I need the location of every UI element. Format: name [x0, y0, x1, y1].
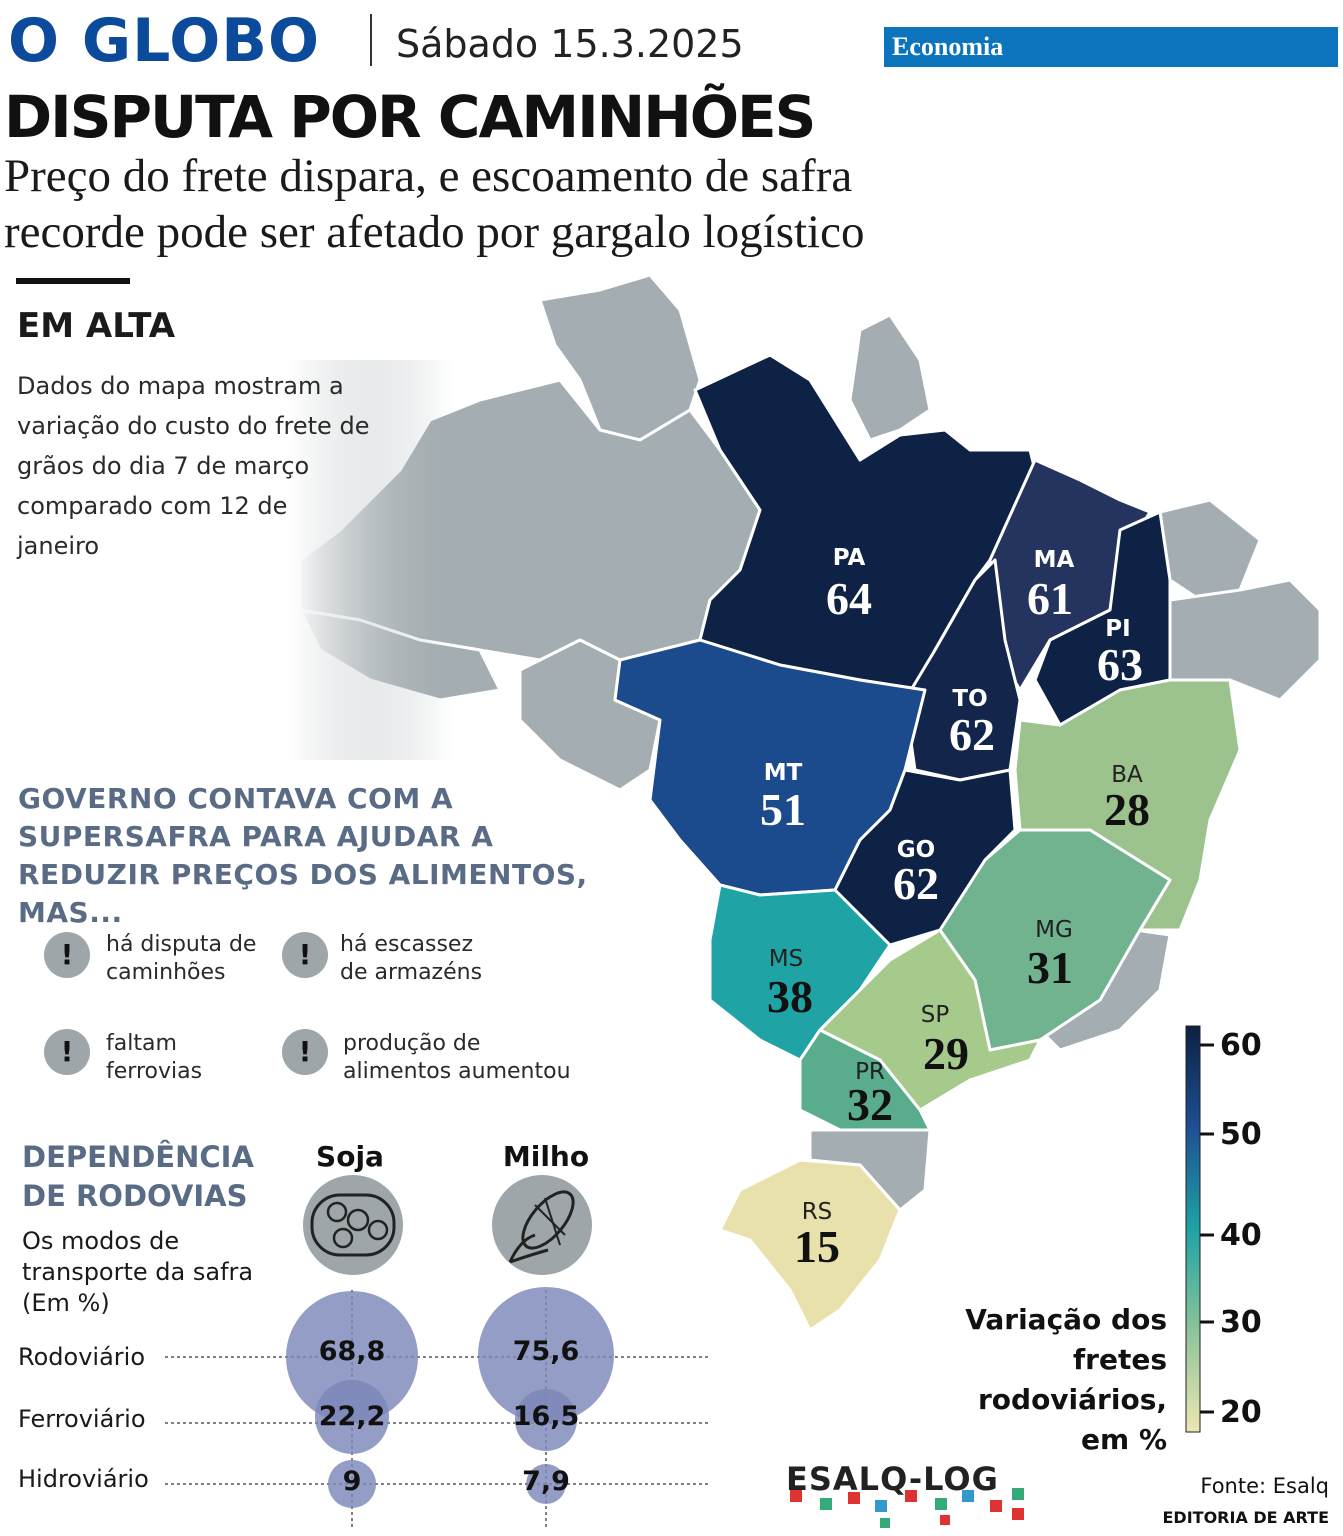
state-abbr-ms: MS	[768, 946, 804, 972]
dependence-title: DEPENDÊNCIA DE RODOVIAS	[22, 1140, 254, 1213]
reason-line: de armazéns	[340, 960, 483, 985]
bubble-soja-hidroviario	[328, 1460, 376, 1508]
state-value-sp: 29	[923, 1028, 969, 1079]
reason-line: produção de	[343, 1031, 481, 1056]
subheadline: Preço do frete dispara, e escoamento de …	[4, 150, 865, 258]
alert-icon-4: !	[283, 1030, 327, 1074]
state-value-pa: 64	[826, 573, 872, 624]
state-value-ba: 28	[1104, 784, 1150, 835]
bubble-milho-rodoviario	[478, 1287, 614, 1423]
state-value-ma: 61	[1027, 573, 1073, 624]
state-abbr-pi: PI	[1105, 616, 1131, 642]
corn-icon	[492, 1175, 592, 1275]
state-abbr-rs: RS	[801, 1199, 833, 1225]
bubble-soja-ferroviario	[315, 1380, 389, 1454]
state-pr	[798, 1028, 932, 1132]
state-value-pr: 32	[847, 1079, 893, 1130]
bubble-milho-ferroviario	[515, 1389, 577, 1451]
reason-3: faltam ferrovias	[106, 1030, 202, 1086]
art-credit: EDITORIA DE ARTE	[1162, 1508, 1329, 1527]
column-header-milho: Milho	[502, 1140, 590, 1173]
section-label: Economia	[884, 27, 1338, 67]
value-soja-rodoviario: 68,8	[318, 1336, 386, 1367]
reason-4: produção de alimentos aumentou	[343, 1030, 571, 1086]
source-credit: Fonte: Esalq	[1200, 1474, 1329, 1498]
state-abbr-mt: MT	[763, 760, 803, 786]
state-abbr-go: GO	[896, 837, 936, 863]
state-abbr-pr: PR	[855, 1059, 885, 1085]
bubble-soja-rodoviario	[286, 1291, 418, 1423]
state-value-ms: 38	[767, 971, 813, 1022]
publication-date: Sábado 15.3.2025	[396, 22, 744, 66]
panel-title: EM ALTA	[17, 306, 176, 346]
reason-line: caminhões	[106, 960, 226, 985]
legend-title: Variação dos fretes rodoviários, em %	[965, 1303, 1167, 1456]
reason-line: há disputa de	[106, 932, 257, 957]
state-value-go: 62	[893, 858, 939, 909]
state-abbr-ba: BA	[1111, 762, 1143, 788]
legend-tick-50: 50	[1220, 1117, 1262, 1152]
row-label-rodoviario: Rodoviário	[18, 1343, 145, 1371]
legend-tick-60: 60	[1220, 1028, 1262, 1063]
value-milho-rodoviario: 75,6	[512, 1336, 580, 1367]
state-value-rs: 15	[794, 1221, 840, 1272]
alert-icon-2: !	[283, 933, 327, 977]
reason-2: há escassez de armazéns	[340, 931, 482, 987]
headline: DISPUTA POR CAMINHÕES	[4, 83, 816, 151]
value-soja-ferroviario: 22,2	[318, 1401, 386, 1432]
reason-line: há escassez	[340, 932, 473, 957]
alert-icon-3: !	[45, 1030, 89, 1074]
state-abbr-ma: MA	[1033, 547, 1075, 573]
state-value-to: 62	[949, 709, 995, 760]
panel-intro: Dados do mapa mostram a variação do cust…	[17, 372, 370, 560]
soybean-icon	[303, 1175, 403, 1275]
state-rs	[718, 1158, 902, 1332]
reason-1: há disputa de caminhões	[106, 931, 256, 987]
state-value-mt: 51	[760, 784, 806, 835]
reason-line: faltam	[106, 1031, 177, 1056]
title-rule	[16, 278, 130, 284]
row-label-ferroviario: Ferroviário	[18, 1405, 146, 1433]
column-header-soja: Soja	[316, 1140, 384, 1173]
state-abbr-pa: PA	[832, 545, 866, 571]
legend-tick-30: 30	[1220, 1305, 1262, 1340]
newspaper-logo: O GLOBO	[8, 6, 320, 76]
value-milho-ferroviario: 16,5	[512, 1401, 580, 1432]
state-ce	[1158, 498, 1262, 602]
dependence-subtitle: Os modos de transporte da safra (Em %)	[22, 1227, 254, 1317]
state-ap	[848, 313, 932, 442]
state-abbr-to: TO	[952, 686, 988, 712]
state-abbr-sp: SP	[920, 1002, 950, 1028]
alert-icon-1: !	[45, 933, 89, 977]
esalq-log-mosaic	[790, 1488, 1024, 1528]
state-abbr-mg: MG	[1035, 917, 1073, 943]
header-divider	[370, 14, 372, 66]
legend-color-bar	[1185, 1025, 1201, 1433]
bubble-milho-hidroviario	[526, 1464, 566, 1504]
government-heading: GOVERNO CONTAVA COM A SUPERSAFRA PARA AJ…	[18, 782, 588, 929]
reason-line: ferrovias	[106, 1059, 203, 1084]
state-value-pi: 63	[1097, 639, 1143, 690]
state-value-mg: 31	[1027, 942, 1073, 993]
reason-line: alimentos aumentou	[343, 1059, 571, 1084]
value-milho-hidroviario: 7,9	[522, 1466, 570, 1497]
brazil-map	[44, 273, 1322, 1530]
legend-tick-40: 40	[1220, 1218, 1262, 1253]
legend-tick-20: 20	[1220, 1395, 1262, 1430]
esalq-log-logo: ESALQ-LOG	[786, 1460, 999, 1498]
row-label-hidroviario: Hidroviário	[18, 1465, 149, 1493]
value-soja-hidroviario: 9	[342, 1466, 362, 1497]
